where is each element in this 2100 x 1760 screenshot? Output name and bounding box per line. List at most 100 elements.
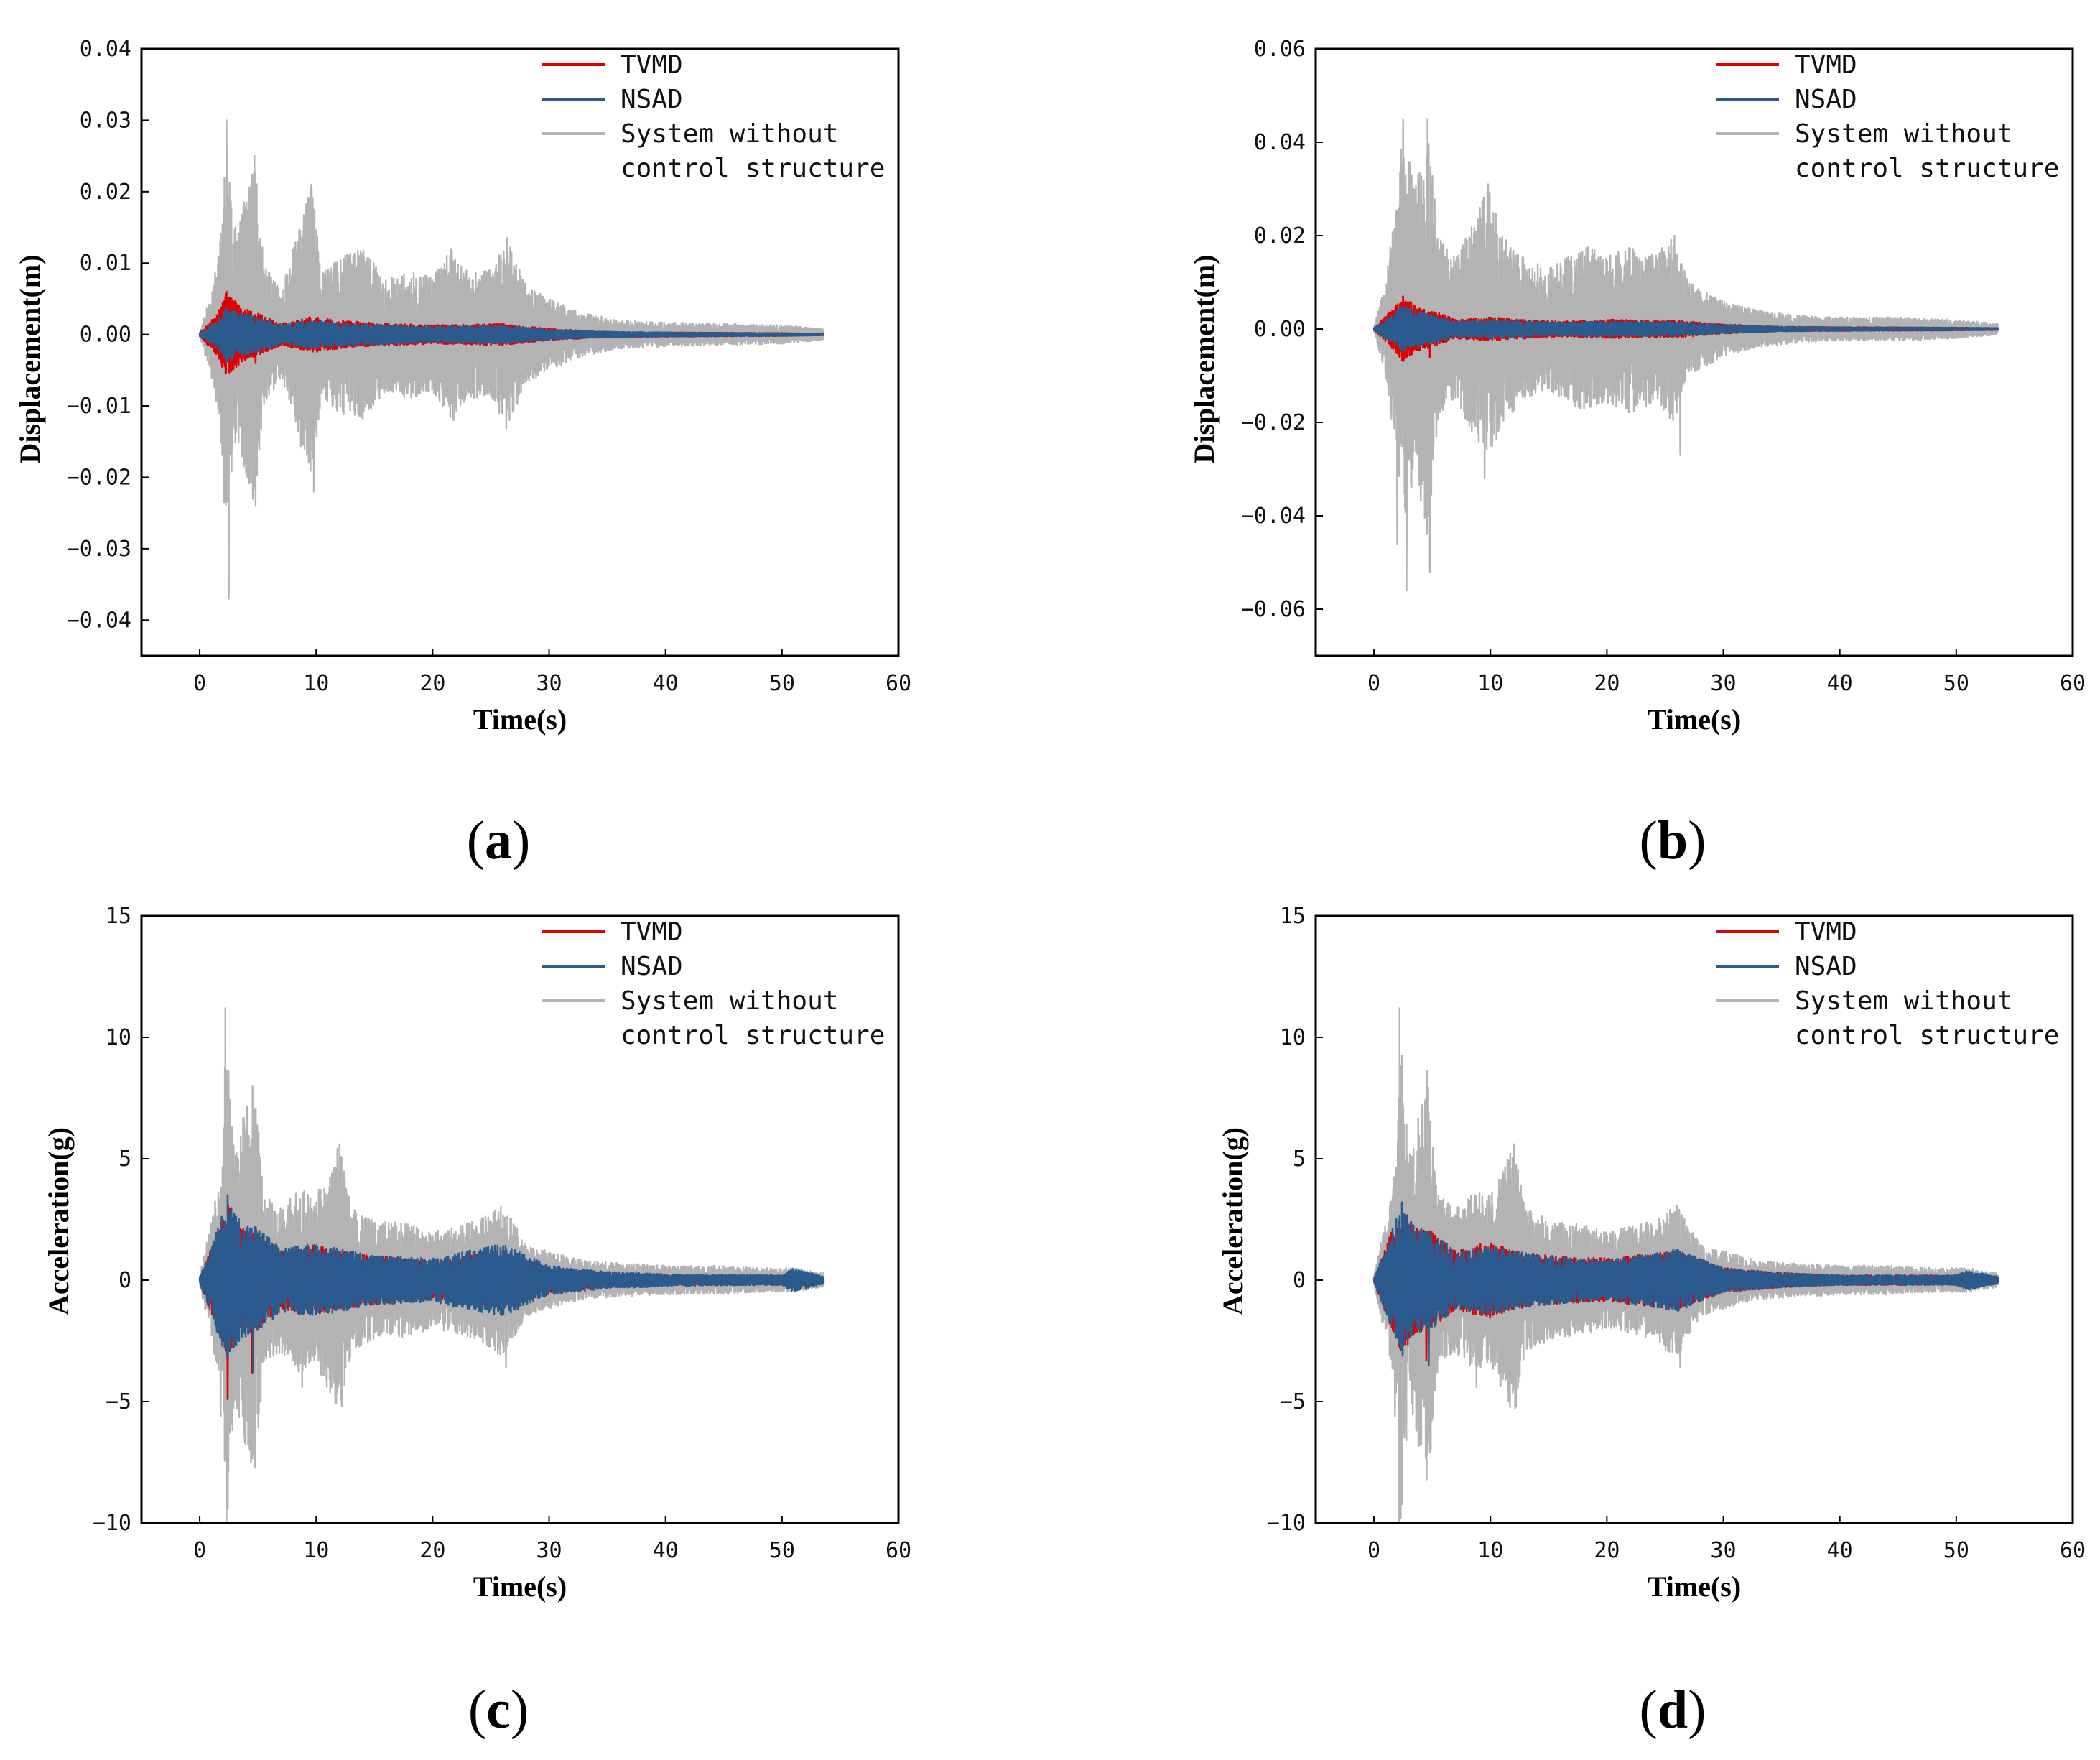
y-tick-label: 0.03 bbox=[80, 108, 131, 133]
series-line-nsad bbox=[198, 307, 825, 363]
legend-label: control structure bbox=[621, 154, 885, 183]
legend-label: control structure bbox=[621, 1021, 885, 1050]
x-tick-label: 50 bbox=[769, 671, 795, 696]
y-tick-label: 0.02 bbox=[80, 180, 131, 205]
legend-label: TVMD bbox=[621, 917, 683, 947]
legend-label: System without bbox=[621, 119, 838, 149]
chart-panel-b: 0 10 20 30 40 50 60 0.06 0.04 0.02 0.00 −0.02 −0.04 −… bbox=[1188, 37, 2086, 871]
legend-label: TVMD bbox=[621, 50, 683, 80]
x-tick-label: 0 bbox=[1367, 1538, 1380, 1563]
y-tick-label: −0.06 bbox=[1241, 597, 1306, 622]
legend-label: System without bbox=[621, 986, 838, 1016]
x-tick-label: 10 bbox=[303, 1538, 329, 1563]
x-tick-label: 10 bbox=[303, 671, 329, 696]
y-tick-label: −0.04 bbox=[1241, 504, 1306, 529]
y-tick-label: −10 bbox=[93, 1511, 131, 1536]
y-tick-label: 0.02 bbox=[1254, 223, 1306, 249]
x-tick-label: 40 bbox=[1827, 671, 1853, 696]
chart-panel-c: 0 10 20 30 40 50 60151050−5−10Time(s)Accelerat… bbox=[42, 904, 911, 1740]
panel-caption: (a) bbox=[467, 810, 531, 871]
legend-label: NSAD bbox=[621, 85, 683, 114]
x-tick-label: 30 bbox=[1710, 1538, 1736, 1563]
x-tick-label: 0 bbox=[193, 1538, 206, 1563]
y-tick-label: −0.04 bbox=[67, 608, 131, 633]
y-tick-label: −0.02 bbox=[1241, 410, 1306, 435]
legend: TVMD NSAD System without control structure bbox=[542, 917, 885, 1050]
y-tick-label: −5 bbox=[1280, 1389, 1306, 1414]
legend-label: TVMD bbox=[1795, 917, 1857, 947]
x-tick-label: 20 bbox=[419, 671, 445, 696]
x-tick-label: 30 bbox=[536, 671, 562, 696]
y-axis-title: Acceleration(g) bbox=[1217, 1127, 1249, 1315]
x-tick-label: 40 bbox=[653, 1538, 679, 1563]
y-tick-label: 5 bbox=[1293, 1147, 1306, 1172]
x-tick-label: 30 bbox=[1710, 671, 1736, 696]
legend: TVMD NSAD System without control structure bbox=[1716, 50, 2059, 183]
y-tick-label: 0.04 bbox=[80, 37, 131, 62]
y-tick-label: 0.00 bbox=[1254, 317, 1306, 342]
y-tick-label: 0.01 bbox=[80, 251, 131, 276]
y-tick-label: −0.01 bbox=[67, 394, 131, 419]
legend-label: control structure bbox=[1795, 154, 2059, 183]
legend: TVMD NSAD System without control structure bbox=[542, 50, 885, 183]
x-tick-label: 10 bbox=[1477, 671, 1503, 696]
y-tick-label: 10 bbox=[1280, 1025, 1306, 1050]
plot-frame bbox=[1314, 914, 2074, 1524]
x-tick-label: 60 bbox=[2060, 1538, 2086, 1563]
x-tick-label: 40 bbox=[1827, 1538, 1853, 1563]
y-tick-label: 0.00 bbox=[80, 323, 131, 348]
panel-caption: (d) bbox=[1640, 1680, 1706, 1740]
series-line-nsad bbox=[198, 1194, 825, 1374]
chart-panel-d: 0 10 20 30 40 50 60151050−5−10Time(s)Accelerat… bbox=[1217, 904, 2086, 1740]
x-tick-label: 20 bbox=[1594, 671, 1620, 696]
x-tick-label: 0 bbox=[193, 671, 206, 696]
x-tick-label: 50 bbox=[1943, 671, 1969, 696]
series-line-nsad bbox=[1372, 305, 1999, 352]
legend-label: System without bbox=[1795, 986, 2012, 1016]
y-tick-label: −0.03 bbox=[67, 537, 131, 562]
x-tick-label: 40 bbox=[653, 671, 679, 696]
y-tick-label: 5 bbox=[119, 1147, 131, 1172]
x-axis-title: Time(s) bbox=[473, 1570, 567, 1603]
y-tick-label: −10 bbox=[1267, 1511, 1306, 1536]
y-tick-label: 0.04 bbox=[1254, 130, 1306, 155]
panel-caption: (c) bbox=[468, 1680, 529, 1740]
x-tick-label: 60 bbox=[886, 671, 911, 696]
y-tick-label: 10 bbox=[106, 1025, 131, 1050]
x-tick-label: 20 bbox=[419, 1538, 445, 1563]
series-line-nsad bbox=[1372, 1201, 1999, 1366]
plot-frame bbox=[1314, 47, 2074, 657]
y-tick-label: −5 bbox=[106, 1389, 131, 1414]
x-tick-label: 0 bbox=[1367, 671, 1380, 696]
x-tick-label: 10 bbox=[1477, 1538, 1503, 1563]
x-tick-label: 60 bbox=[2060, 671, 2086, 696]
legend: TVMD NSAD System without control structure bbox=[1716, 917, 2059, 1050]
panel-caption: (b) bbox=[1640, 810, 1706, 871]
y-tick-label: 0.06 bbox=[1254, 37, 1306, 62]
x-tick-label: 30 bbox=[536, 1538, 562, 1563]
y-tick-label: −0.02 bbox=[67, 465, 131, 490]
y-axis-title: Displacement(m) bbox=[1188, 254, 1220, 463]
y-axis-title: Acceleration(g) bbox=[42, 1127, 75, 1315]
legend-label: control structure bbox=[1795, 1021, 2059, 1050]
x-tick-label: 60 bbox=[886, 1538, 911, 1563]
x-axis-title: Time(s) bbox=[1648, 1570, 1741, 1603]
y-tick-label: 15 bbox=[106, 904, 131, 929]
chart-panel-a: 0 10 20 30 40 50 60 0.04 0.03 0.02 0.01 0.00 −0.01 −0… bbox=[14, 37, 911, 871]
x-tick-label: 20 bbox=[1594, 1538, 1620, 1563]
x-tick-label: 50 bbox=[769, 1538, 795, 1563]
x-axis-title: Time(s) bbox=[1648, 703, 1741, 736]
plot-frame bbox=[140, 47, 900, 657]
y-tick-label: 0 bbox=[1293, 1268, 1306, 1293]
x-tick-label: 50 bbox=[1943, 1538, 1969, 1563]
legend-label: TVMD bbox=[1795, 50, 1857, 80]
legend-label: NSAD bbox=[1795, 952, 1857, 981]
legend-label: NSAD bbox=[1795, 85, 1857, 114]
y-tick-label: 15 bbox=[1280, 904, 1306, 929]
y-axis-title: Displacement(m) bbox=[14, 254, 46, 463]
legend-label: System without bbox=[1795, 119, 2012, 149]
x-axis-title: Time(s) bbox=[473, 703, 567, 736]
y-tick-label: 0 bbox=[119, 1268, 131, 1293]
plot-frame bbox=[140, 914, 900, 1524]
